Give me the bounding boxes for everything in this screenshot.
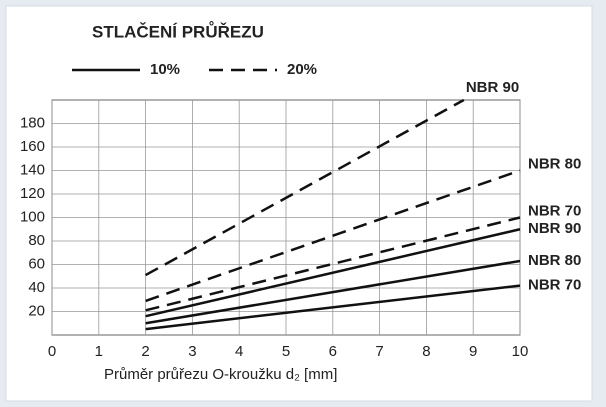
line [145, 216, 521, 312]
line [145, 169, 521, 303]
y-tick-label: 80 [28, 232, 45, 249]
y-tick-label: 20 [28, 302, 45, 319]
y-tick-label: 40 [28, 279, 45, 296]
x-tick-label: 3 [188, 343, 196, 360]
series-label: NBR 70 [528, 277, 581, 294]
line [145, 228, 521, 318]
line [145, 259, 521, 325]
series-label: NBR 80 [528, 155, 581, 172]
series-label: NBR 80 [528, 252, 581, 269]
series-label: NBR 90 [466, 79, 519, 96]
x-tick-label: 5 [282, 343, 290, 360]
line [145, 284, 521, 331]
y-tick-label: 140 [20, 161, 45, 178]
chart-title: STLAČENÍ PRŮŘEZU [92, 21, 264, 41]
x-axis-label: Průměr průřezu O-kroužku d₂ [mm] [104, 366, 337, 383]
x-tick-label: 10 [512, 343, 529, 360]
y-tick-label: 180 [20, 114, 45, 131]
x-tick-label: 8 [422, 343, 430, 360]
x-tick-label: 6 [329, 343, 337, 360]
x-tick-label: 4 [235, 343, 243, 360]
x-tick-label: 9 [469, 343, 477, 360]
series-label: NBR 70 [528, 202, 581, 219]
series-label: NBR 90 [528, 220, 581, 237]
x-tick-label: 1 [95, 343, 103, 360]
x-tick-label: 7 [375, 343, 383, 360]
x-tick-label: 2 [141, 343, 149, 360]
y-tick-label: 120 [20, 185, 45, 202]
y-tick-label: 60 [28, 255, 45, 272]
x-tick-label: 0 [48, 343, 56, 360]
y-tick-label: 160 [20, 138, 45, 155]
legend-label: 20% [287, 61, 317, 78]
line [144, 98, 465, 277]
legend-label: 10% [150, 61, 180, 78]
y-tick-label: 100 [20, 208, 45, 225]
